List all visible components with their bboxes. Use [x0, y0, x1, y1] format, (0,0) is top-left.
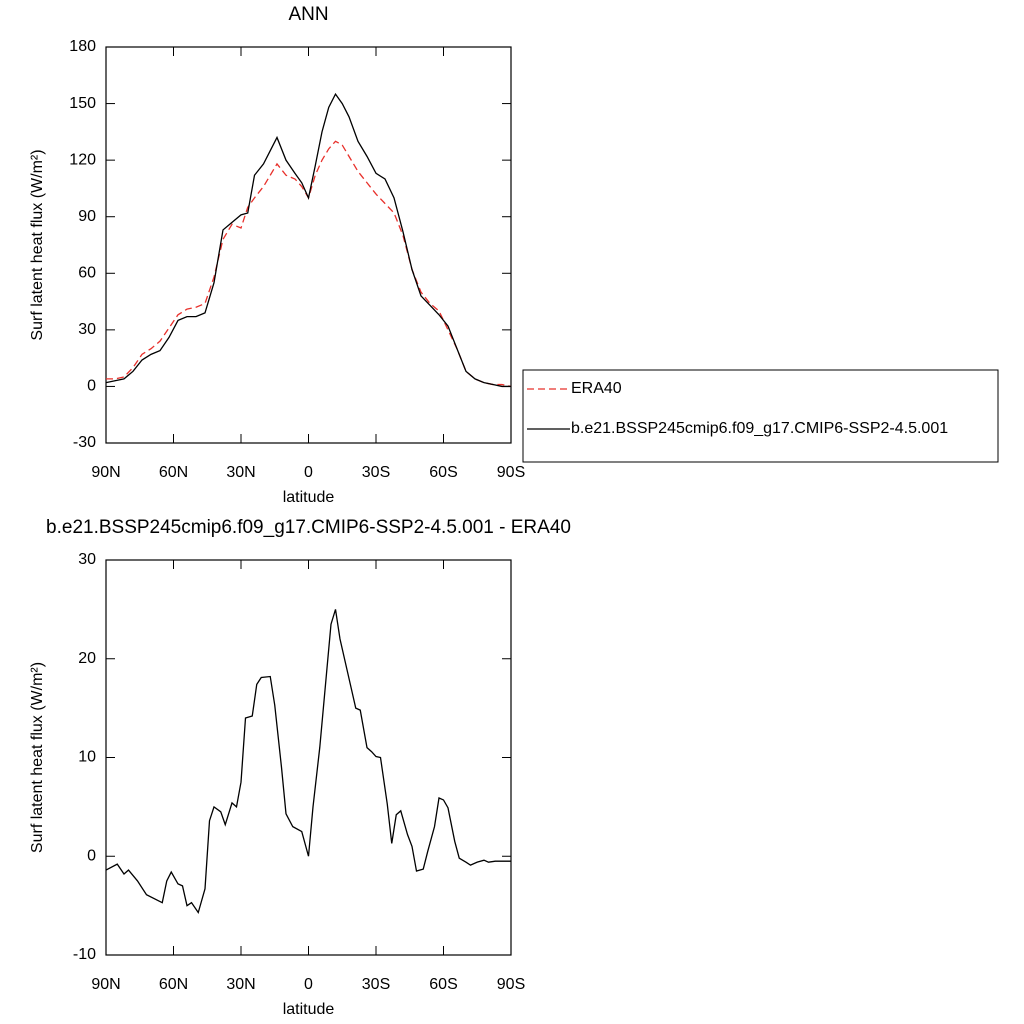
plot-frame	[105, 46, 512, 444]
y-tick-label: 20	[78, 650, 96, 667]
y-tick-label: 0	[87, 847, 96, 864]
x-tick-label: 90N	[91, 976, 120, 993]
x-tick-label: 60S	[429, 464, 457, 481]
x-tick-label: 90S	[497, 976, 525, 993]
y-tick-label: 60	[78, 265, 96, 282]
chart-title: ANN	[288, 4, 328, 25]
x-tick-label: 30N	[226, 976, 255, 993]
x-tick-label: 0	[304, 464, 313, 481]
data-line	[106, 140, 512, 388]
x-tick-label: 30N	[226, 464, 255, 481]
x-tick-label: 30S	[362, 976, 390, 993]
x-tick-label: 90S	[497, 464, 525, 481]
y-tick-label: 30	[78, 551, 96, 568]
legend-box	[522, 369, 999, 463]
y-axis-label: Surf latent heat flux (W/m²)	[29, 149, 46, 340]
x-tick-label: 0	[304, 976, 313, 993]
y-tick-label: 0	[87, 378, 96, 395]
y-tick-label: 120	[69, 151, 96, 168]
x-tick-label: 60S	[429, 976, 457, 993]
x-axis-label: latitude	[283, 1001, 335, 1018]
y-tick-label: 10	[78, 749, 96, 766]
y-tick-label: 180	[69, 38, 96, 55]
data-line	[105, 609, 511, 915]
x-tick-label: 30S	[362, 464, 390, 481]
y-axis-label: Surf latent heat flux (W/m²)	[29, 662, 46, 853]
y-tick-label: -10	[73, 946, 96, 963]
x-tick-label: 90N	[91, 464, 120, 481]
y-tick-label: 90	[78, 208, 96, 225]
y-tick-label: -30	[73, 434, 96, 451]
chart-title: b.e21.BSSP245cmip6.f09_g17.CMIP6-SSP2-4.…	[46, 517, 571, 538]
legend-label: ERA40	[571, 380, 622, 397]
legend-label: b.e21.BSSP245cmip6.f09_g17.CMIP6-SSP2-4.…	[571, 420, 948, 437]
x-tick-label: 60N	[159, 464, 188, 481]
y-tick-label: 30	[78, 321, 96, 338]
x-axis-label: latitude	[283, 489, 335, 506]
y-tick-label: 150	[69, 95, 96, 112]
x-tick-label: 60N	[159, 976, 188, 993]
data-line	[105, 92, 511, 388]
plot-frame	[105, 559, 512, 956]
